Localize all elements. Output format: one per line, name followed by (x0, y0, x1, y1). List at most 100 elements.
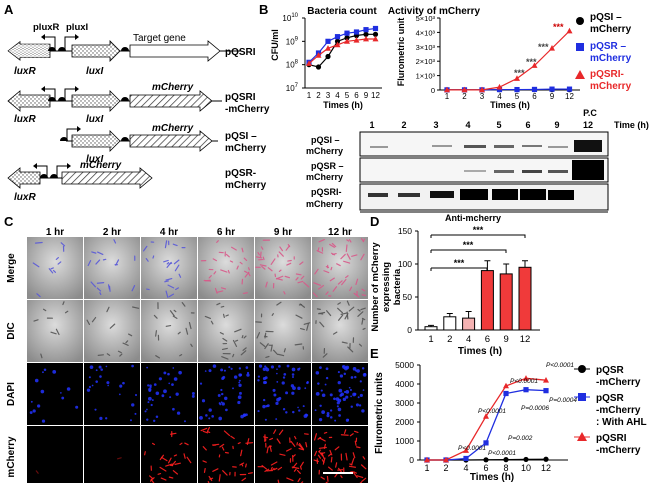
label-luxi-1: luxI (86, 66, 103, 77)
label-mcherry-2: mCherry (152, 82, 194, 93)
micrograph-tile (255, 363, 311, 425)
construct-label-3b: mCherry (225, 143, 267, 154)
micrograph-tile (84, 300, 140, 362)
chart-d-ylabel-3: bacteria (392, 268, 403, 305)
col-header: 6 hr (217, 227, 235, 238)
micrograph-tile (255, 300, 311, 362)
pval-3: P<0.0001 (478, 408, 506, 415)
label-luxr-2: luxR (14, 114, 36, 125)
e-xtick-label: 1 (424, 463, 429, 473)
pval-2: P<0.0001 (546, 362, 574, 369)
b1-point (335, 34, 340, 39)
b2-xtick-label: 9 (550, 92, 555, 101)
micrograph-tile (84, 363, 140, 425)
pval-7: P<0.0001 (488, 450, 516, 457)
blot-antibody: Anti-mcherry (445, 213, 501, 223)
b1-xtick-label: 2 (316, 91, 321, 100)
micrograph-tile (198, 237, 254, 299)
legend-e: pQSR -mCherry pQSR -mCherry : With AHL p… (574, 365, 647, 456)
legend-b: pQSI – mCherry pQSR – mCherry pQSRI- mCh… (575, 12, 632, 92)
d-bar (444, 317, 456, 330)
b1-point (373, 26, 378, 31)
b1-xtick-label: 6 (354, 91, 359, 100)
label-mcherry-4: mCherry (80, 160, 122, 171)
sig-d-3: *** (454, 258, 465, 268)
b1-ytick-label: 108 (286, 60, 299, 70)
legend-b-1a: pQSI – (590, 12, 622, 23)
legend-b-3b: mCherry (590, 81, 632, 92)
pval-8: P<0.0001 (458, 445, 486, 452)
chart-b1-ylabel: CFU/ml (270, 29, 280, 61)
b2-point (567, 28, 573, 34)
construct-pqsri: pluxR pluxI Target gene luxR luxI pQSRI (8, 22, 256, 77)
e-ytick-label: 3000 (395, 398, 414, 408)
pval-6: P=0.002 (508, 435, 533, 442)
legend-b-3a: pQSRI- (590, 69, 624, 80)
label-pluxr: pluxR (33, 22, 60, 33)
blot-row-2b: mCherry (306, 172, 343, 182)
e-point (523, 387, 528, 392)
chart-activity-mcherry: Activity of mCherry Flurometric unit 01×… (388, 6, 580, 110)
b2-point (567, 87, 572, 92)
e-xtick-label: 2 (443, 463, 448, 473)
e-series-line (427, 390, 546, 460)
blot-row-3b: mCherry (306, 199, 343, 209)
micrograph-tile (141, 300, 197, 362)
b2-xtick-label: 12 (565, 92, 574, 101)
b1-point (325, 39, 330, 44)
e-xtick-label: 4 (463, 463, 468, 473)
panel-letter-d: D (370, 214, 379, 229)
b2-ytick-label: 1×10³ (416, 72, 436, 81)
sig-star-4: *** (553, 22, 564, 32)
legend-marker-pqsri (575, 70, 585, 79)
b1-point (316, 64, 321, 69)
b2-xtick-label: 6 (532, 92, 537, 101)
blot-lane-label: 12 (583, 120, 593, 130)
e-ytick-label: 5000 (395, 360, 414, 370)
d-xtick-label: 6 (485, 334, 490, 345)
sig-star-3: *** (538, 42, 549, 52)
b2-xtick-label: 2 (462, 92, 467, 101)
construct-label-4b: mCherry (225, 180, 267, 191)
legend-b-2a: pQSR – (590, 41, 627, 52)
col-header: 9 hr (274, 227, 292, 238)
blot-lane-label: 4 (465, 120, 470, 130)
b2-ytick-label: 3×10³ (416, 43, 436, 52)
b1-xtick-label: 9 (364, 91, 369, 100)
b2-series-line (447, 31, 570, 90)
legend-e-2a: pQSR (596, 393, 625, 404)
legend-e-3a: pQSRI (596, 433, 627, 444)
label-luxr-4: luxR (14, 192, 36, 203)
d-errorbar (522, 261, 528, 268)
chart-e-lines: Flurometric units 0100020003000400050001… (374, 360, 577, 483)
construct-label-3a: pQSI – (225, 131, 257, 142)
d-bar (463, 318, 475, 330)
e-point (483, 457, 488, 462)
chart-e-xlabel: Times (h) (470, 472, 514, 483)
legend-marker-pqsr (576, 43, 584, 51)
panel-letter-c: C (4, 214, 14, 229)
e-ytick-label: 2000 (395, 417, 414, 427)
d-bar (519, 267, 531, 330)
e-point (503, 391, 508, 396)
sig-star-2: *** (526, 57, 537, 67)
label-luxr-1: luxR (14, 66, 36, 77)
micrograph-tile (27, 237, 83, 299)
b1-ytick-label: 107 (286, 83, 299, 93)
construct-label-4a: pQSR- (225, 168, 256, 179)
b1-point (363, 27, 368, 32)
panel-letter-b: B (259, 2, 268, 17)
row-header: mCherry (6, 436, 17, 478)
label-luxi-2: luxI (86, 114, 103, 125)
b1-point (354, 29, 359, 34)
d-bar (481, 271, 493, 330)
construct-label-2a: pQSRI (225, 92, 256, 103)
e-ytick-label: 1000 (395, 436, 414, 446)
panel-a-constructs: pluxR pluxI Target gene luxR luxI pQSRI … (8, 22, 270, 203)
b1-xtick-label: 4 (335, 91, 340, 100)
e-ytick-label: 4000 (395, 379, 414, 389)
chart-d-bars: Number of mCherry expressing bacteria 05… (370, 225, 540, 357)
